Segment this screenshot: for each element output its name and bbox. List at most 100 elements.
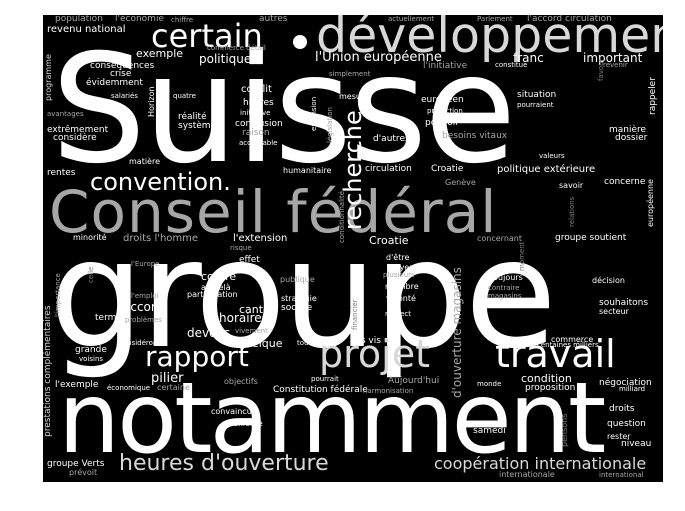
word-union-europeenne: l'Union européenne: [315, 50, 442, 65]
word-sociale: sociale: [281, 303, 313, 313]
word-negociation: négociation: [599, 378, 652, 388]
word-concerne: concerne: [604, 177, 646, 187]
word-moment: moment: [518, 241, 526, 271]
word-croatie2: Croatie: [369, 234, 409, 247]
word-d-etre: d'être: [386, 253, 410, 262]
word-revenu-national: revenu national: [47, 24, 126, 35]
word-magasins: magasins: [488, 292, 522, 300]
word-constitue: constitue: [495, 61, 528, 69]
word-circulation: circulation: [365, 164, 412, 174]
word-acceptable: acceptable: [239, 139, 278, 147]
word-important: important: [583, 51, 643, 65]
word-celle: celle: [87, 266, 95, 283]
word-legislation: législation: [326, 107, 334, 143]
word-harmonisation: harmonisation: [363, 387, 414, 395]
word-volonte: volonté: [386, 294, 416, 303]
word-ouverture-magasins: d'ouverture magasins: [450, 267, 464, 398]
word-actuellement: actuellement: [388, 15, 435, 23]
word-simplement: simplement: [329, 70, 371, 78]
word-developpement: développement: [316, 15, 663, 64]
word-systeme: système: [178, 121, 217, 131]
word-raison: raison: [242, 128, 270, 138]
word-programme: programme: [44, 54, 53, 101]
word-convaincu: convaincu: [211, 407, 252, 416]
word-rappeler: rappeler: [648, 77, 658, 115]
word-protection: protection: [427, 107, 463, 115]
word-quelque: quelque: [238, 337, 283, 350]
word-au-dela: au delà: [201, 283, 231, 292]
word-favour: favour: [597, 58, 605, 82]
word-financier: financier: [351, 299, 359, 330]
word-cooperation: coopération internationale: [434, 454, 647, 473]
word-grande: grande: [75, 345, 107, 355]
word-projet: projet: [319, 332, 430, 376]
word-aujourd-hui: Aujourd'hui: [388, 376, 440, 386]
word-niveau: niveau: [621, 439, 652, 449]
word-suisse: Suisse: [51, 23, 517, 197]
word-maniere: manière: [609, 125, 647, 135]
word-l-emploi: l'emploi: [131, 292, 159, 300]
word-considere: considère: [53, 133, 97, 143]
word-matiere: matière: [129, 157, 161, 166]
word-constitution-federale: Constitution fédérale: [273, 385, 368, 395]
word-l-europe: l'Europe: [131, 260, 160, 268]
word-prestations-complementaires: prestations complémentaires: [43, 305, 53, 437]
word-besoins-vitaux: besoins vitaux: [442, 131, 508, 141]
word-pilier: pilier: [151, 371, 184, 386]
word-proposition: proposition: [525, 383, 576, 393]
word-conclusion: conclusion: [235, 119, 283, 129]
word-effet: effet: [239, 255, 260, 265]
word-politique-exterieure: politique extérieure: [497, 164, 596, 175]
word-accord: accord: [123, 300, 164, 314]
word-souhaitons: souhaitons: [599, 298, 649, 308]
word-economique: économique: [107, 384, 151, 392]
word-toutes: toutes: [297, 339, 320, 347]
word-moyens: moyens: [387, 263, 419, 272]
word-salaries: salariés: [111, 92, 138, 100]
word-conseil-federal: Conseil fédéral: [49, 178, 498, 246]
word-condition: condition: [521, 372, 572, 385]
word-plusieurs: plusieurs: [383, 271, 415, 279]
word-extension: extension: [310, 96, 318, 131]
word-vis-vis: vis vis: [353, 336, 381, 346]
word-publique: publique: [280, 275, 315, 284]
word-internationale: internationale: [499, 470, 555, 479]
word-heures-ouverture: heures d'ouverture: [119, 451, 329, 476]
word-autres: autres: [259, 15, 288, 24]
word-membre: membre: [385, 282, 419, 291]
word-international: international: [599, 471, 644, 479]
word-secteur: secteur: [599, 307, 629, 316]
word-pensons: pensons: [560, 413, 569, 447]
word-respect: respect: [385, 310, 412, 318]
word-extremement: extrêmement: [47, 125, 109, 135]
word-economie: l'économie: [115, 15, 164, 24]
word-commerce: commerce: [551, 335, 594, 344]
word-groupe: groupe: [49, 208, 557, 382]
word-croatie: Croatie: [431, 164, 464, 174]
word-importance: l'importance: [54, 273, 62, 317]
word-initiative: initiative: [240, 109, 271, 117]
word-concernant: concernant: [477, 234, 523, 243]
word-population: population: [55, 15, 103, 24]
word-decision: décision: [592, 276, 625, 285]
word-travail: travail: [495, 332, 616, 376]
word-chiffre: chiffre: [171, 16, 194, 24]
word-convention: convention.: [90, 168, 231, 196]
word-rester: rester: [607, 432, 631, 441]
word-europeenne: européenne: [646, 179, 655, 227]
word-contraire: contraire: [488, 284, 520, 292]
word-droits-homme: droits l'homme: [123, 233, 199, 244]
word-minorite: minorité: [73, 233, 107, 242]
word-accord-circulation: l'accord circulation: [527, 15, 612, 24]
word-quatre: quatre: [173, 92, 196, 100]
word-termes: termes: [95, 313, 127, 323]
word-relations: relations: [568, 196, 576, 227]
word-pouvoir: pouvoir: [425, 118, 459, 128]
word-pourraient: pourraient: [517, 101, 554, 109]
word-monde: monde: [477, 380, 502, 388]
word-groupe-verts: groupe Verts: [47, 459, 105, 469]
word-strategie: stratégie: [281, 294, 317, 303]
word-milliard: milliard: [619, 385, 646, 393]
word-certaine: certaine: [157, 383, 190, 392]
word-l-exemple: l'exemple: [55, 380, 99, 390]
